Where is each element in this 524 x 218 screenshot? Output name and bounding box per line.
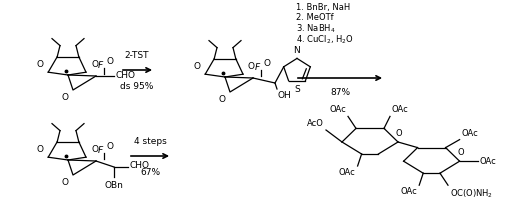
Text: OH: OH <box>277 91 291 100</box>
Text: O: O <box>36 145 43 154</box>
Text: OAc: OAc <box>479 157 496 166</box>
Text: F: F <box>98 146 103 155</box>
Text: F: F <box>98 61 103 70</box>
Text: OAc: OAc <box>392 105 409 114</box>
Text: O: O <box>248 62 255 71</box>
Text: O: O <box>91 145 98 154</box>
Text: CHO: CHO <box>116 72 136 80</box>
Text: 2. MeOTf: 2. MeOTf <box>296 13 334 22</box>
Text: 67%: 67% <box>140 168 160 177</box>
Text: O: O <box>457 148 464 157</box>
Text: CHO: CHO <box>130 160 150 170</box>
Text: OAc: OAc <box>400 187 417 196</box>
Text: 2-TST: 2-TST <box>125 51 149 60</box>
Text: F: F <box>255 63 260 72</box>
Text: S: S <box>294 85 300 94</box>
Text: OAc: OAc <box>329 105 346 114</box>
Text: 1. BnBr, NaH: 1. BnBr, NaH <box>296 3 350 12</box>
Text: AcO: AcO <box>307 119 324 128</box>
Text: O: O <box>61 178 69 187</box>
Text: OBn: OBn <box>105 181 124 190</box>
Text: O: O <box>106 142 114 151</box>
Text: 4. CuCl$_2$, H$_2$O: 4. CuCl$_2$, H$_2$O <box>296 33 354 46</box>
Text: O: O <box>36 60 43 69</box>
Text: O: O <box>396 129 402 138</box>
Text: OC(O)NH$_2$: OC(O)NH$_2$ <box>450 187 493 200</box>
Text: 87%: 87% <box>330 88 350 97</box>
Text: 4 steps: 4 steps <box>134 137 167 146</box>
Text: O: O <box>264 59 270 68</box>
Text: O: O <box>61 93 69 102</box>
Text: ds 95%: ds 95% <box>121 82 154 91</box>
Text: N: N <box>293 46 300 55</box>
Text: O: O <box>106 57 114 66</box>
Text: O: O <box>219 95 225 104</box>
Text: O: O <box>193 62 200 71</box>
Text: OAc: OAc <box>339 168 356 177</box>
Text: OAc: OAc <box>462 129 478 138</box>
Text: O: O <box>91 60 98 69</box>
Text: 3. NaBH$_4$: 3. NaBH$_4$ <box>296 23 335 36</box>
